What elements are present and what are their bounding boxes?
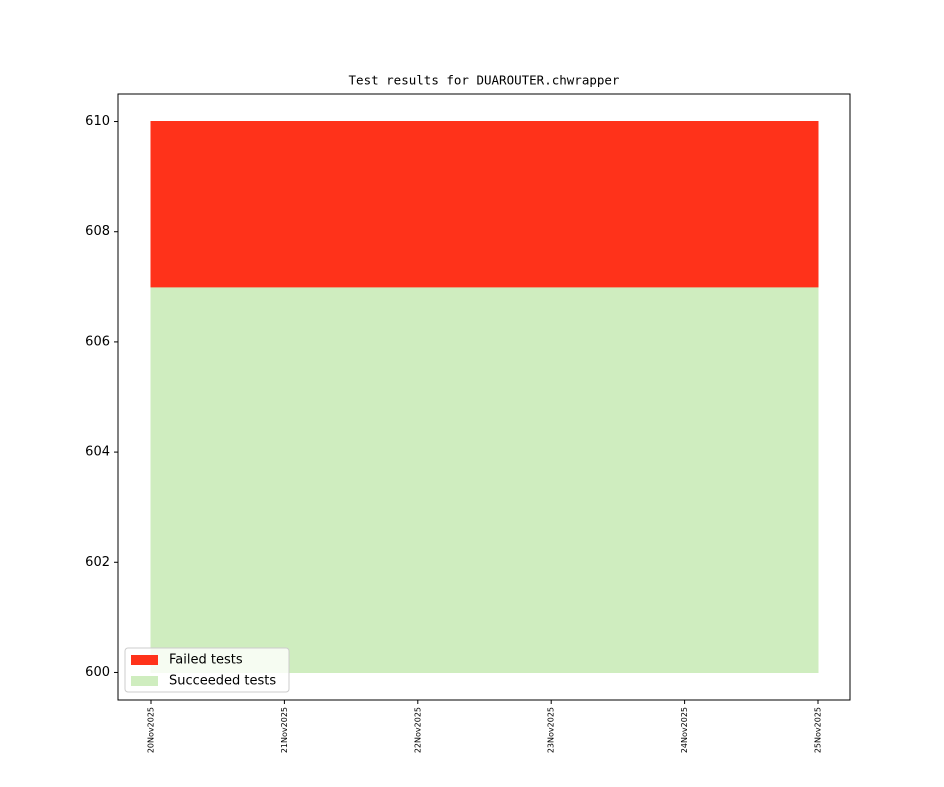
axes-frame <box>117 93 851 701</box>
area <box>150 121 819 288</box>
y-tick-label: 610 <box>85 114 110 129</box>
legend-swatch <box>131 676 158 686</box>
y-tick-label: 604 <box>85 445 110 460</box>
y-tick-label: 600 <box>85 665 110 680</box>
chart-title: Test results for DUAROUTER.chwrapper <box>349 73 620 88</box>
legend-box <box>124 647 290 693</box>
x-tick-label: 24Nov2025 <box>680 707 689 753</box>
x-tick-label: 25Nov2025 <box>814 707 823 753</box>
x-tick-label: 21Nov2025 <box>280 707 289 753</box>
x-tick-label: 22Nov2025 <box>413 707 422 753</box>
y-tick-label: 602 <box>85 555 110 570</box>
y-tick-label: 608 <box>85 224 110 239</box>
legend-label: Failed tests <box>169 653 243 668</box>
legend-swatch <box>131 655 158 665</box>
x-tick-label: 20Nov2025 <box>147 707 156 753</box>
legend-label: Succeeded tests <box>169 674 276 689</box>
x-tick-label: 23Nov2025 <box>547 707 556 753</box>
y-tick-label: 606 <box>85 334 110 349</box>
area <box>150 286 819 673</box>
